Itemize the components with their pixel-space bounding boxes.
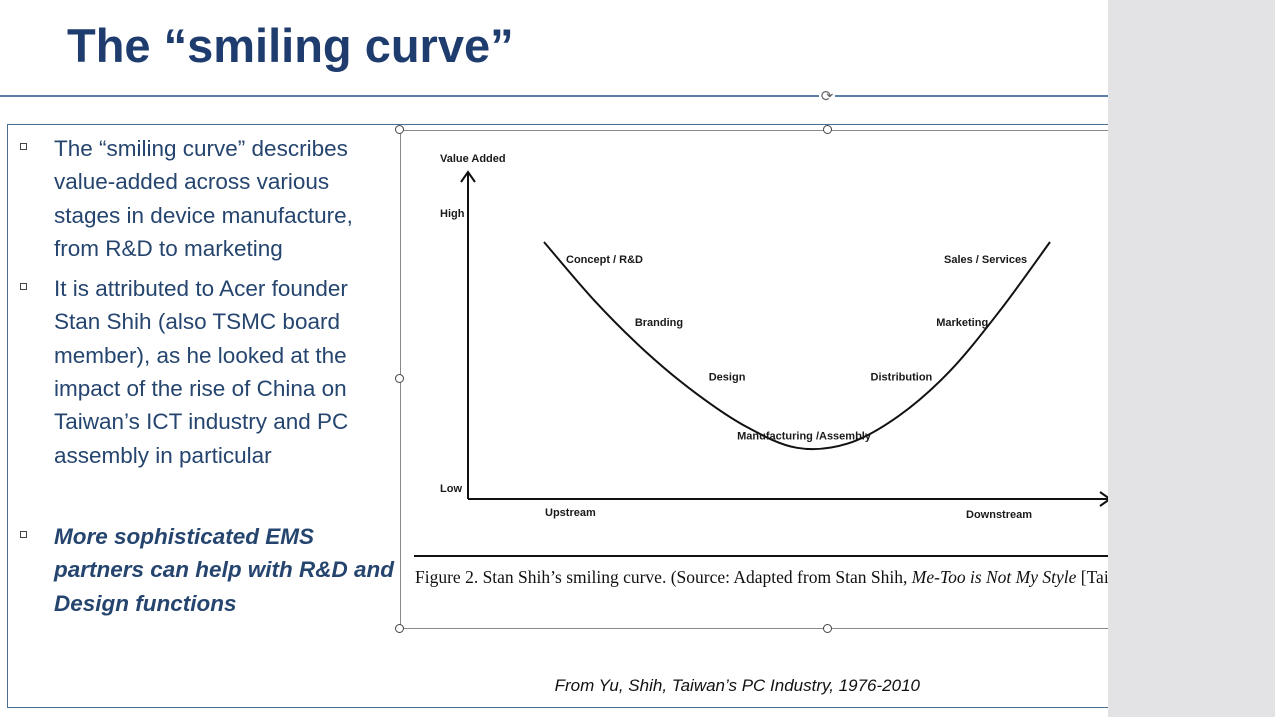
stage-label: Branding xyxy=(635,317,683,329)
caption-rule xyxy=(414,555,1242,557)
stage-label: Manufacturing /Assembly xyxy=(737,431,872,443)
stage-label: Design xyxy=(709,372,746,384)
x-region-downstream: Downstream xyxy=(966,509,1032,521)
y-axis-label: Value Added xyxy=(440,153,506,165)
bullet-text: It is attributed to Acer founder Stan Sh… xyxy=(54,276,349,468)
y-level-low: Low xyxy=(440,483,462,495)
stage-label: Marketing xyxy=(936,317,988,329)
stage-label: Concept / R&D xyxy=(566,254,643,266)
y-axis-arrow xyxy=(460,170,476,183)
x-region-upstream: Upstream xyxy=(545,507,596,519)
resize-handle-bottom-left[interactable] xyxy=(395,624,404,633)
stage-label: Distribution xyxy=(871,372,933,384)
resize-handle-top[interactable] xyxy=(823,125,832,134)
caption-prefix: Figure 2. Stan Shih’s smiling curve. (So… xyxy=(415,567,912,587)
square-bullet-icon xyxy=(20,143,27,150)
y-level-high: High xyxy=(440,208,465,220)
source-citation[interactable]: From Yu, Shih, Taiwan’s PC Industry, 197… xyxy=(554,676,920,695)
stage-label: Sales / Services xyxy=(944,254,1027,266)
bullet-text: The “smiling curve” describes value-adde… xyxy=(54,136,353,261)
title-divider xyxy=(0,95,1108,97)
square-bullet-icon xyxy=(20,530,27,538)
rotate-handle-icon[interactable]: ⟳ xyxy=(819,88,835,105)
bullet-item[interactable]: The “smiling curve” describes value-adde… xyxy=(20,132,395,265)
slide-title[interactable]: The “smiling curve” xyxy=(67,19,514,72)
resize-handle-bottom[interactable] xyxy=(823,624,832,633)
bullet-item[interactable]: More sophisticated EMS partners can help… xyxy=(20,520,395,620)
workspace-background xyxy=(1108,0,1275,717)
smiling-curve-line xyxy=(543,241,1051,451)
content-placeholder-border xyxy=(7,124,1108,708)
caption-book-title: Me-Too is Not My Style xyxy=(911,567,1077,587)
resize-handle-top-left[interactable] xyxy=(395,125,404,134)
bullet-text: More sophisticated EMS partners can help… xyxy=(54,523,395,616)
slide-canvas: The “smiling curve” The “smiling curve” … xyxy=(0,19,1261,708)
bullet-item[interactable]: It is attributed to Acer founder Stan Sh… xyxy=(20,272,395,472)
square-bullet-icon xyxy=(20,283,27,291)
resize-handle-left[interactable] xyxy=(395,374,404,383)
bullet-list[interactable]: The “smiling curve” describes value-adde… xyxy=(20,132,395,620)
